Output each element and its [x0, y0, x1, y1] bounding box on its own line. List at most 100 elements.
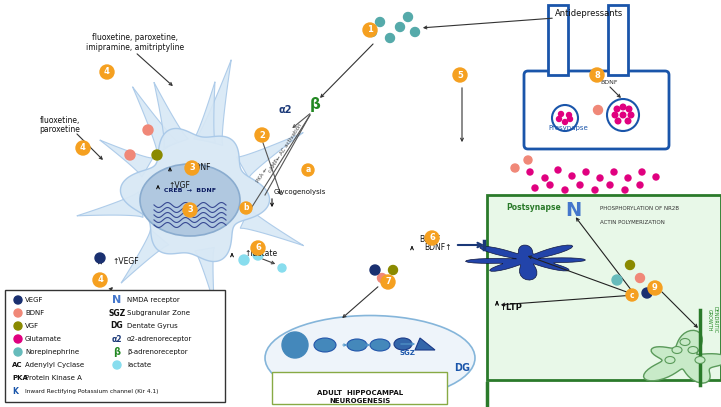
Circle shape: [370, 265, 380, 275]
Circle shape: [100, 65, 114, 79]
Circle shape: [625, 175, 631, 181]
Text: PKA: PKA: [12, 375, 28, 381]
Circle shape: [76, 141, 90, 155]
Text: ↑LTP: ↑LTP: [499, 304, 522, 313]
Text: CREB  →  BDNF: CREB → BDNF: [164, 188, 216, 193]
Circle shape: [622, 187, 628, 193]
Circle shape: [239, 255, 249, 265]
Text: Norepinephrine: Norepinephrine: [25, 349, 79, 355]
Ellipse shape: [672, 346, 682, 354]
Text: Presynapse: Presynapse: [548, 125, 588, 131]
Text: PKA ←: PKA ←: [255, 166, 269, 184]
Text: ACTIN POLYMERIZATION: ACTIN POLYMERIZATION: [600, 219, 665, 225]
Circle shape: [386, 33, 394, 42]
Circle shape: [635, 274, 645, 282]
Text: fluoxetine,: fluoxetine,: [40, 116, 80, 125]
Circle shape: [113, 361, 121, 369]
Text: BDNF: BDNF: [25, 310, 44, 316]
Text: paroxetine: paroxetine: [40, 125, 81, 134]
Circle shape: [547, 182, 553, 188]
Polygon shape: [121, 230, 169, 283]
Text: amitriptyline: amitriptyline: [70, 300, 120, 309]
Text: 4: 4: [104, 68, 110, 77]
Circle shape: [396, 22, 404, 31]
Circle shape: [583, 169, 589, 175]
Circle shape: [93, 273, 107, 287]
Circle shape: [425, 231, 439, 245]
Text: SGZ: SGZ: [400, 350, 416, 356]
Ellipse shape: [695, 357, 705, 363]
Text: fluoxetine, paroxetine,: fluoxetine, paroxetine,: [92, 33, 178, 42]
Circle shape: [559, 112, 564, 116]
Text: NEUROGENESIS: NEUROGENESIS: [329, 398, 391, 404]
Text: 2: 2: [259, 131, 265, 140]
Text: 3: 3: [187, 206, 193, 214]
Circle shape: [567, 116, 572, 122]
Circle shape: [637, 182, 643, 188]
Circle shape: [278, 264, 286, 272]
Polygon shape: [120, 129, 270, 262]
Text: β-adrenoreceptor: β-adrenoreceptor: [127, 349, 187, 355]
Text: 9: 9: [652, 284, 658, 293]
Text: 3: 3: [189, 164, 195, 173]
Text: ↑lactate: ↑lactate: [244, 249, 277, 258]
Circle shape: [628, 112, 634, 118]
Text: 7: 7: [385, 278, 391, 287]
Circle shape: [253, 250, 263, 260]
Circle shape: [627, 106, 632, 112]
Circle shape: [557, 116, 562, 122]
Circle shape: [527, 169, 533, 175]
Circle shape: [562, 120, 567, 125]
Text: DG: DG: [454, 363, 470, 373]
Circle shape: [185, 161, 199, 175]
Polygon shape: [195, 247, 214, 303]
Text: ↑BDNF: ↑BDNF: [183, 164, 211, 173]
Text: BDNF: BDNF: [420, 236, 441, 245]
Bar: [487, 195, 721, 380]
Text: DG: DG: [111, 322, 123, 330]
Circle shape: [511, 164, 519, 172]
Ellipse shape: [140, 164, 240, 236]
Text: Glutamate: Glutamate: [25, 336, 62, 342]
Circle shape: [615, 118, 621, 124]
Text: N: N: [112, 295, 122, 305]
Circle shape: [363, 23, 377, 37]
Polygon shape: [133, 87, 178, 153]
Text: Protein Kinase A: Protein Kinase A: [25, 375, 82, 381]
Text: β: β: [113, 347, 120, 357]
Circle shape: [567, 112, 572, 118]
Text: VGF: VGF: [25, 323, 39, 329]
Text: Adenylyl Cyclase: Adenylyl Cyclase: [25, 362, 84, 368]
Circle shape: [612, 275, 622, 285]
Circle shape: [524, 156, 532, 164]
Text: Antidepressants: Antidepressants: [555, 9, 623, 18]
Ellipse shape: [665, 357, 675, 363]
Text: ↑VGF: ↑VGF: [168, 182, 190, 190]
Circle shape: [648, 281, 662, 295]
Circle shape: [378, 274, 386, 282]
Circle shape: [569, 173, 575, 179]
Text: b: b: [243, 204, 249, 212]
Circle shape: [639, 169, 645, 175]
Text: 6: 6: [429, 234, 435, 243]
Circle shape: [152, 150, 162, 160]
Polygon shape: [77, 192, 143, 217]
Polygon shape: [195, 60, 231, 145]
Circle shape: [626, 260, 634, 269]
Circle shape: [410, 28, 420, 37]
Bar: [608, 5, 628, 75]
Circle shape: [389, 265, 397, 274]
Circle shape: [125, 150, 135, 160]
Text: K: K: [12, 387, 18, 396]
Text: lactate: lactate: [127, 362, 151, 368]
Text: Dentate Gyrus: Dentate Gyrus: [127, 323, 178, 329]
Text: a: a: [306, 166, 311, 175]
Circle shape: [592, 187, 598, 193]
Circle shape: [562, 187, 568, 193]
Polygon shape: [99, 140, 153, 177]
Circle shape: [14, 322, 22, 330]
Text: 4: 4: [97, 276, 103, 284]
Circle shape: [593, 105, 603, 114]
Text: SGZ: SGZ: [108, 309, 125, 317]
Bar: [548, 5, 568, 75]
